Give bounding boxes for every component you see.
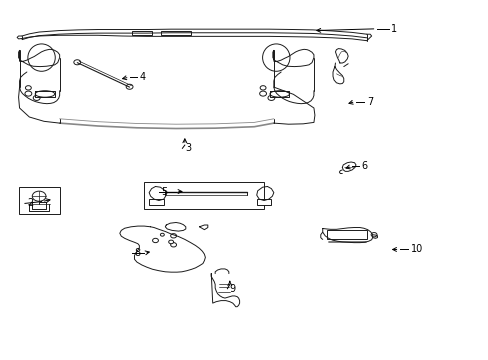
Text: 9: 9: [229, 284, 236, 294]
Bar: [161, 31, 190, 35]
Bar: [149, 199, 163, 205]
Circle shape: [168, 240, 173, 244]
Circle shape: [260, 86, 265, 90]
Bar: [144, 182, 264, 209]
Ellipse shape: [262, 44, 289, 71]
Circle shape: [32, 191, 46, 201]
Circle shape: [259, 91, 266, 96]
Text: 7: 7: [366, 96, 372, 107]
Text: 4: 4: [139, 72, 145, 82]
Circle shape: [160, 233, 164, 236]
Circle shape: [152, 238, 158, 243]
Circle shape: [370, 233, 376, 237]
Text: 3: 3: [184, 143, 191, 153]
Circle shape: [25, 91, 32, 96]
Circle shape: [33, 95, 40, 100]
Bar: [326, 230, 366, 239]
Circle shape: [170, 243, 176, 247]
Text: 1: 1: [390, 24, 397, 34]
Ellipse shape: [269, 91, 289, 97]
Ellipse shape: [28, 44, 55, 71]
Text: 2: 2: [27, 198, 34, 208]
Text: 5: 5: [161, 186, 167, 197]
Bar: [132, 31, 151, 35]
Text: 8: 8: [134, 248, 140, 258]
Ellipse shape: [35, 91, 55, 97]
Bar: [256, 199, 271, 205]
Circle shape: [126, 84, 133, 89]
Text: 6: 6: [361, 161, 367, 171]
Text: 10: 10: [410, 244, 422, 255]
Bar: [19, 187, 60, 214]
Circle shape: [74, 60, 81, 65]
Circle shape: [25, 86, 31, 90]
Circle shape: [267, 95, 274, 100]
Circle shape: [170, 234, 176, 238]
